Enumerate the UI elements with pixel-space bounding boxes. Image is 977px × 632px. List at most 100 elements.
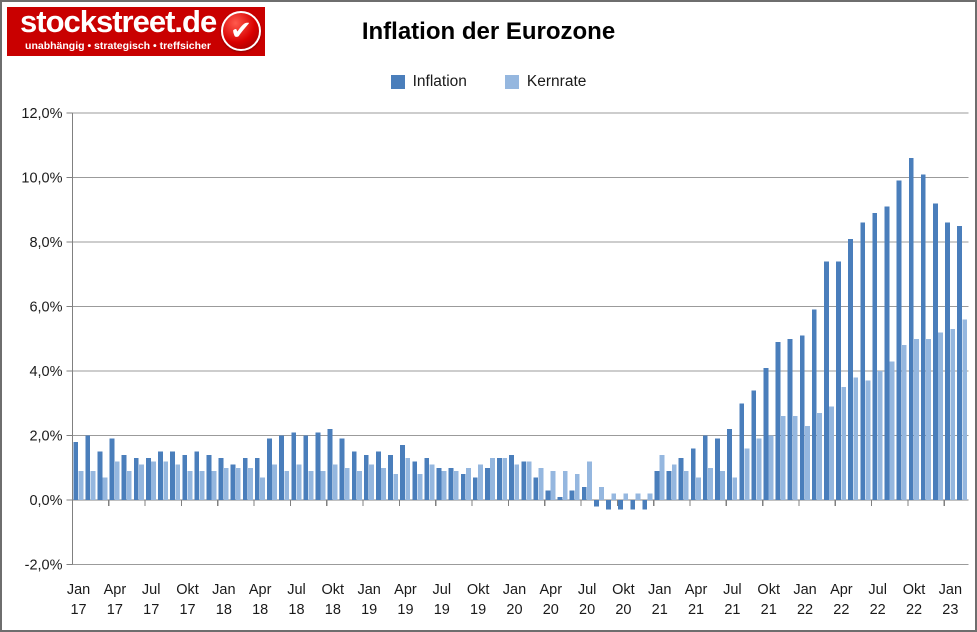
x-axis-label-month: Jul	[868, 582, 887, 598]
bar-inflation-2021-12	[787, 338, 793, 500]
bar-kernrate-2021-03	[683, 470, 689, 501]
bar-kernrate-2019-11	[490, 458, 495, 500]
bar-kernrate-2023-01	[950, 329, 956, 500]
bar-kernrate-2017-09	[175, 464, 181, 500]
bar-kernrate-2021-10	[768, 435, 774, 500]
x-axis-label-month: Jan	[939, 582, 962, 598]
bar-inflation-2018-01	[218, 458, 224, 500]
bar-kernrate-2020-09	[611, 493, 617, 500]
bar-inflation-2018-05	[267, 438, 272, 500]
y-axis-label: -2,0%	[25, 558, 63, 574]
bar-kernrate-2019-06	[429, 464, 435, 500]
bar-inflation-2019-12	[497, 458, 502, 500]
bar-kernrate-2019-09	[465, 467, 471, 500]
x-axis-label-month: Okt	[903, 582, 926, 598]
bar-inflation-2022-10	[908, 158, 914, 500]
bar-kernrate-2019-05	[417, 474, 423, 500]
x-axis-label-year: 21	[724, 602, 740, 618]
bar-kernrate-2020-10	[623, 493, 629, 500]
bar-kernrate-2021-01	[659, 454, 665, 500]
bar-inflation-2023-02	[957, 225, 962, 501]
bar-inflation-2018-08	[303, 435, 309, 500]
bar-inflation-2022-08	[884, 206, 890, 500]
bar-inflation-2018-10	[327, 429, 333, 500]
x-axis-label-year: 18	[325, 602, 341, 618]
bar-kernrate-2017-07	[151, 461, 156, 500]
bar-inflation-2017-08	[158, 451, 163, 501]
x-axis-label-year: 22	[906, 602, 922, 618]
bar-kernrate-2017-03	[102, 477, 108, 500]
bar-kernrate-2022-04	[841, 387, 847, 501]
logo-tagline: unabhängig • strategisch • treffsicher	[25, 40, 211, 52]
bar-kernrate-2019-08	[453, 470, 459, 501]
x-axis-label-year: 21	[761, 602, 777, 618]
x-axis-label-month: Jan	[793, 582, 816, 598]
bar-kernrate-2022-08	[889, 361, 895, 500]
x-axis-label-year: 20	[579, 602, 595, 618]
bar-inflation-2020-01	[509, 454, 514, 500]
bar-kernrate-2017-06	[139, 464, 144, 500]
x-axis-label-year: 22	[833, 602, 849, 618]
bar-inflation-2022-06	[860, 222, 866, 500]
y-axis-label: 10,0%	[21, 171, 62, 187]
bar-inflation-2022-01	[799, 335, 805, 500]
bar-inflation-2022-12	[932, 203, 938, 501]
bar-inflation-2022-07	[872, 212, 878, 500]
x-axis-label-year: 21	[652, 602, 668, 618]
bar-inflation-2022-09	[896, 180, 902, 500]
bar-inflation-2017-04	[109, 438, 115, 500]
x-axis-label-month: Apr	[539, 582, 562, 598]
bar-kernrate-2017-05	[126, 470, 132, 501]
legend-label-kernrate: Kernrate	[526, 73, 587, 90]
bar-kernrate-2021-09	[756, 438, 762, 500]
bar-kernrate-2022-11	[926, 338, 931, 500]
x-axis-label-month: Apr	[249, 582, 272, 598]
bar-inflation-2021-04	[690, 448, 696, 500]
bar-inflation-2021-01	[654, 470, 660, 501]
bar-inflation-2023-01	[945, 222, 950, 500]
bar-inflation-2020-07	[581, 487, 587, 500]
chart-title: Inflation der Eurozone	[361, 18, 616, 45]
bar-kernrate-2021-06	[720, 470, 726, 501]
bar-inflation-2017-06	[133, 458, 139, 500]
bar-inflation-2017-09	[170, 451, 175, 501]
x-axis-label-month: Jul	[433, 582, 452, 598]
bar-inflation-2017-05	[121, 454, 127, 500]
x-axis-label-month: Jan	[357, 582, 380, 598]
bar-kernrate-2018-09	[320, 470, 326, 501]
x-axis-label-year: 17	[179, 602, 195, 618]
x-axis-label-month: Jul	[578, 582, 597, 598]
bar-inflation-2019-08	[448, 467, 454, 500]
x-axis-label-year: 17	[107, 602, 123, 618]
legend-swatch-inflation	[390, 75, 405, 89]
bar-kernrate-2020-06	[574, 474, 580, 500]
logo-brand-text: stockstreet.de	[20, 4, 217, 39]
x-axis-label-year: 19	[361, 602, 377, 618]
bar-inflation-2020-09	[606, 500, 611, 510]
bar-inflation-2021-09	[751, 390, 757, 500]
legend-label-inflation: Inflation	[412, 73, 467, 90]
x-axis-label-year: 18	[252, 602, 268, 618]
stockstreet-logo: stockstreet.de unabhängig • strategisch …	[7, 4, 265, 56]
x-axis-label-month: Apr	[394, 582, 417, 598]
bar-inflation-2018-04	[254, 458, 260, 500]
chart-legend: Inflation Kernrate	[2, 73, 975, 91]
bar-inflation-2022-04	[836, 261, 841, 500]
bar-inflation-2018-03	[242, 458, 248, 500]
bar-inflation-2020-02	[521, 461, 527, 500]
bar-inflation-2020-11	[630, 500, 636, 510]
bar-kernrate-2022-07	[877, 371, 883, 500]
bar-kernrate-2021-11	[780, 416, 786, 500]
x-axis-label-month: Jan	[212, 582, 235, 598]
bar-kernrate-2018-03	[248, 467, 253, 500]
x-axis-label-month: Jan	[648, 582, 671, 598]
x-axis-label-month: Apr	[830, 582, 853, 598]
bar-kernrate-2021-05	[708, 467, 713, 500]
bar-kernrate-2023-02	[962, 319, 968, 500]
x-axis-label-year: 22	[870, 602, 886, 618]
x-axis-label-month: Jan	[67, 582, 90, 598]
x-axis-label-month: Okt	[322, 582, 345, 598]
bar-kernrate-2018-07	[296, 464, 302, 500]
bar-kernrate-2019-02	[381, 467, 386, 500]
